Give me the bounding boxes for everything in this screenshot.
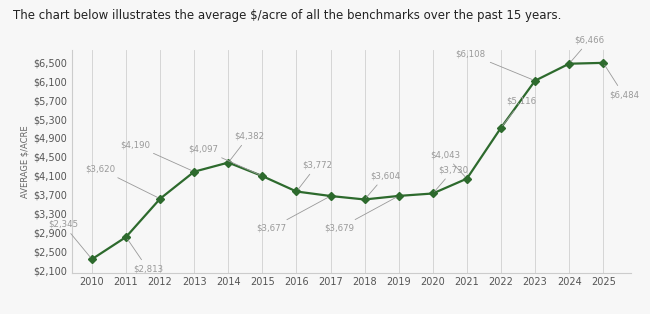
Text: $4,382: $4,382 [230, 131, 264, 160]
Text: $3,772: $3,772 [298, 160, 332, 189]
Text: $6,484: $6,484 [604, 65, 639, 100]
Text: $3,730: $3,730 [435, 165, 469, 191]
Text: $3,679: $3,679 [324, 197, 396, 233]
Text: The chart below illustrates the average $/acre of all the benchmarks over the pa: The chart below illustrates the average … [13, 9, 562, 22]
Text: $6,108: $6,108 [455, 50, 532, 80]
Text: $4,097: $4,097 [188, 145, 260, 175]
Text: $5,116: $5,116 [502, 96, 537, 126]
Text: $3,620: $3,620 [86, 165, 158, 198]
Text: $2,813: $2,813 [127, 239, 163, 274]
Text: $4,043: $4,043 [430, 150, 465, 176]
Text: $3,677: $3,677 [256, 197, 328, 233]
Y-axis label: AVERAGE $/ACRE: AVERAGE $/ACRE [20, 125, 29, 198]
Text: $4,190: $4,190 [120, 140, 192, 171]
Text: $2,345: $2,345 [48, 219, 90, 257]
Text: $3,604: $3,604 [367, 171, 400, 198]
Text: $6,466: $6,466 [571, 35, 605, 62]
